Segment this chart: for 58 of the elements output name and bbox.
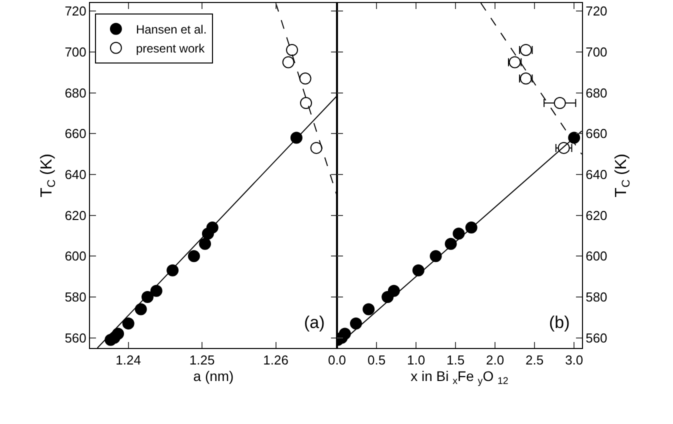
point <box>282 56 294 68</box>
point <box>310 142 322 154</box>
y-tick-label: 560 <box>64 330 86 346</box>
x-tick-label: 1.25 <box>189 352 215 368</box>
y-tick-label: 600 <box>586 248 608 264</box>
y-tick-label: 660 <box>586 126 608 142</box>
y-tick-label: 680 <box>64 85 86 100</box>
point <box>430 250 442 262</box>
x-tick-label: 0.0 <box>328 352 346 368</box>
annotation: (a) <box>304 313 325 332</box>
x-tick-label: 2.5 <box>526 352 544 368</box>
x-tick-label: 1.0 <box>406 352 426 368</box>
point <box>122 318 134 330</box>
point <box>188 250 200 262</box>
x-tick-label: 2.0 <box>486 352 504 368</box>
point <box>150 284 162 297</box>
y-tick-label: 620 <box>586 208 608 223</box>
y-tick-label: 600 <box>64 248 86 264</box>
point <box>300 97 312 110</box>
point <box>554 97 566 110</box>
y-tick-label: 560 <box>586 330 608 346</box>
point <box>290 132 302 144</box>
y-tick-label: 680 <box>586 85 608 100</box>
y-tick-label: 640 <box>64 167 86 182</box>
point <box>299 72 312 85</box>
y-tick-label: 620 <box>64 208 86 223</box>
x-tick-label: 1.24 <box>116 352 141 368</box>
point <box>166 264 179 276</box>
point <box>338 328 351 340</box>
legend-label: Hansen et al. <box>136 22 207 37</box>
point <box>465 222 478 234</box>
point <box>112 328 124 340</box>
legend-label: present work <box>136 42 206 56</box>
annotation: (b) <box>549 313 570 332</box>
point <box>350 318 362 330</box>
y-tick-label: 580 <box>64 290 86 305</box>
y-tick-label: 640 <box>586 167 608 182</box>
y-tick-label: 720 <box>586 4 608 19</box>
x-tick-label: 1.5 <box>446 352 465 368</box>
y-tick-label: 660 <box>64 126 86 142</box>
y-tick-label: 720 <box>64 4 86 19</box>
point <box>286 44 298 56</box>
x-tick-label: 0.5 <box>367 352 386 368</box>
x-tick-label: 1.26 <box>263 352 288 368</box>
x-axis-title: a (nm) <box>193 368 234 384</box>
point <box>362 303 375 316</box>
point <box>199 238 212 250</box>
point <box>206 222 218 234</box>
point <box>388 284 400 297</box>
x-tick-label: 3.0 <box>565 352 584 368</box>
point <box>444 238 457 250</box>
y-tick-label: 700 <box>586 44 608 60</box>
x-axis-title: x in Bi $_{x}$Fe $_{y}$O $_{12}$ <box>410 368 508 387</box>
point <box>412 264 424 276</box>
point <box>452 228 465 240</box>
y-tick-label: 580 <box>586 290 608 305</box>
y-tick-label: 700 <box>64 44 86 60</box>
point <box>134 303 147 316</box>
